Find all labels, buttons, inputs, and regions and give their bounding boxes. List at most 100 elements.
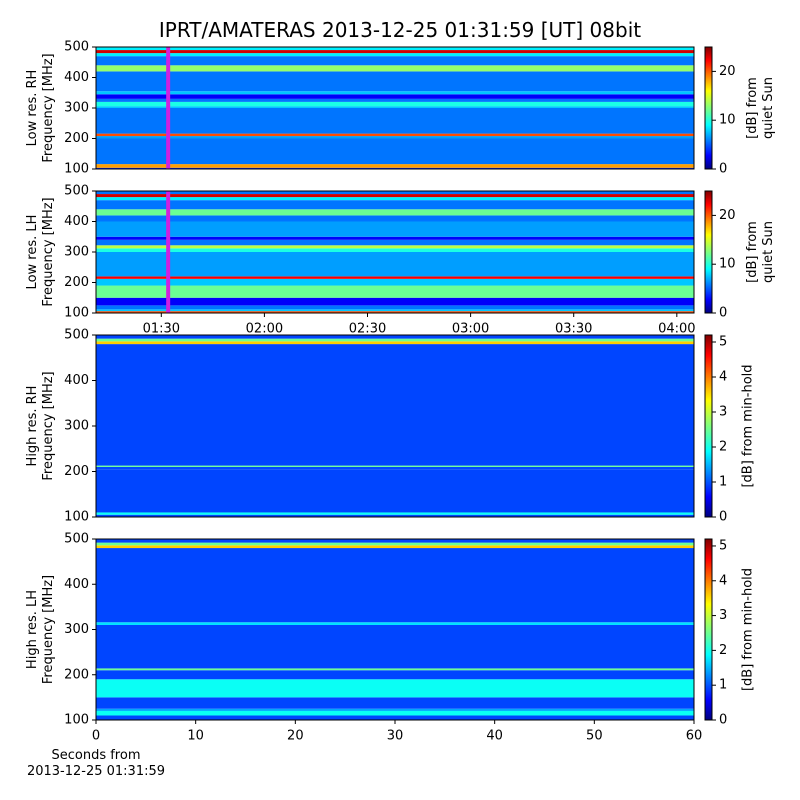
x-tick-label: 02:00 [246, 322, 283, 337]
heatmap-band [96, 469, 694, 513]
x-tick-label: 40 [486, 729, 503, 744]
heatmap-band [96, 514, 694, 517]
heatmap-band [96, 108, 694, 134]
x-tick-label: 50 [586, 729, 603, 744]
colorbar-tick-label: 1 [719, 475, 727, 490]
heatmap-band [96, 622, 694, 625]
colorbar-tick-label: 0 [719, 306, 727, 321]
heatmap-band [96, 239, 694, 246]
colorbar-tick-label: 0 [719, 162, 727, 177]
y-tick-label: 500 [64, 40, 89, 55]
colorbar-tick-label: 2 [719, 440, 727, 455]
heatmap-band [96, 710, 694, 716]
heatmap-band [96, 542, 694, 546]
colorbar-tick-label: 1 [719, 678, 727, 693]
heatmap-band [96, 91, 694, 95]
heatmap-band [96, 138, 694, 165]
heatmap-band [96, 670, 694, 680]
heatmap-band [96, 276, 694, 279]
heatmap-band [96, 539, 694, 543]
heatmap-band [96, 71, 694, 78]
y-tick-label: 200 [64, 667, 89, 682]
colorbar-tick-label: 10 [719, 113, 736, 128]
colorbar-label: [dB] from min-hold [741, 568, 756, 691]
colorbar-tick-label: 5 [719, 335, 727, 350]
y-tick-label: 300 [64, 419, 89, 434]
heatmap-band [96, 285, 694, 298]
colorbar [704, 334, 713, 518]
x-tick-label: 30 [387, 729, 404, 744]
colorbar-tick-label: 0 [719, 713, 727, 728]
heatmap-band [96, 65, 694, 72]
heatmap-band [96, 56, 694, 66]
y-tick-label: 300 [64, 245, 89, 260]
heatmap-band [96, 197, 694, 201]
y-tick-label: 100 [64, 162, 89, 177]
heatmap-band [96, 309, 694, 312]
time-marker [166, 191, 171, 313]
y-tick-label: 500 [64, 328, 89, 343]
x-axis-label: Seconds from 2013-12-25 01:31:59 [27, 748, 165, 779]
heatmap-band [96, 548, 694, 623]
colorbar-tick-label: 20 [719, 64, 736, 79]
y-tick-label: 100 [64, 713, 89, 728]
colorbar [704, 190, 713, 314]
heatmap-band [96, 708, 694, 711]
x-tick-label: 0 [92, 729, 100, 744]
colorbar-tick-label: 4 [719, 370, 727, 385]
heatmap-band [96, 167, 694, 169]
heatmap-band [96, 50, 694, 54]
colorbar-tick-label: 3 [719, 405, 727, 420]
heatmap-band [96, 47, 694, 51]
y-tick-label: 300 [64, 622, 89, 637]
heatmap-band [96, 668, 694, 671]
colorbar-tick-label: 20 [719, 208, 736, 223]
y-axis-label: High res. LHFrequency [MHz] [25, 575, 56, 684]
heatmap-band [96, 200, 694, 210]
x-tick-label: 60 [686, 729, 703, 744]
heatmap-band [96, 94, 694, 99]
y-axis-label: Low res. LHFrequency [MHz] [25, 197, 56, 306]
x-tick-label: 10 [187, 729, 204, 744]
y-tick-label: 200 [64, 131, 89, 146]
y-tick-label: 200 [64, 464, 89, 479]
colorbar-tick-label: 10 [719, 257, 736, 272]
y-tick-label: 400 [64, 70, 89, 85]
time-marker [166, 47, 171, 169]
colorbar-tick-label: 5 [719, 538, 727, 553]
heatmap-band [96, 194, 694, 198]
y-tick-label: 100 [64, 306, 89, 321]
heatmap-band [96, 297, 694, 306]
x-tick-label: 04:00 [658, 322, 695, 337]
heatmap-band [96, 221, 694, 237]
heatmap-band [96, 209, 694, 216]
heatmap-band [96, 133, 694, 137]
x-tick-label: 03:30 [555, 322, 592, 337]
heatmap-band [96, 545, 694, 549]
heatmap-band [96, 191, 694, 195]
colorbar [704, 46, 713, 170]
x-tick-label: 03:00 [452, 322, 489, 337]
heatmap-band [96, 305, 694, 310]
heatmap-band [96, 77, 694, 92]
heatmap-band [96, 101, 694, 107]
heatmap-band [96, 466, 694, 470]
y-tick-label: 300 [64, 101, 89, 116]
heatmap-band [96, 341, 694, 345]
heatmap-band [96, 335, 694, 339]
heatmap-band [96, 98, 694, 102]
heatmap-band [96, 53, 694, 57]
colorbar-tick-label: 3 [719, 608, 727, 623]
heatmap-band [96, 679, 694, 698]
heatmap-band [96, 697, 694, 709]
heatmap-band [96, 512, 694, 515]
colorbar [704, 538, 713, 721]
colorbar-tick-label: 2 [719, 643, 727, 658]
y-tick-label: 100 [64, 510, 89, 525]
heatmap-band [96, 338, 694, 342]
x-tick-label: 02:30 [349, 322, 386, 337]
heatmap-band [96, 311, 694, 313]
x-tick-label: 20 [287, 729, 304, 744]
colorbar-label: [dB] fromquiet Sun [745, 77, 776, 139]
